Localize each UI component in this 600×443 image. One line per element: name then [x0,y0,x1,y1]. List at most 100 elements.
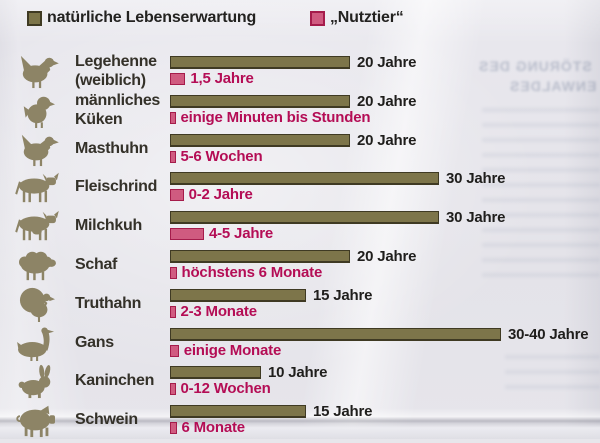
animal-icon-cell [14,363,60,399]
nutztier-lifespan-value: 0-2 Jahre [188,186,253,203]
nutztier-lifespan-value: 2-3 Monate [180,303,258,320]
animal-label-line: Legehenne [75,53,157,70]
animal-label-line: Schaf [75,256,118,273]
pig-icon [16,405,55,438]
natural-lifespan-value: 30-40 Jahre [508,325,589,343]
nutztier-bar-line: 5-6 Wochen [170,148,600,165]
animal-label-line: Küken [75,111,123,128]
chart-row: Schwein 15 Jahre 6 Monate [0,401,600,439]
nutztier-lifespan-bar [170,421,177,434]
legend-natural: natürliche Lebenserwartung [27,9,256,27]
nutztier-lifespan-bar [170,266,177,279]
nutztier-lifespan-value: höchstens 6 Monate [181,264,323,281]
natural-lifespan-value: 30 Jahre [446,208,506,226]
natural-lifespan-value: 10 Jahre [268,363,328,381]
nutztier-lifespan-bar [170,188,184,201]
chart-row: Gans 30-40 Jahre einige Monate [0,324,600,362]
natural-bar-line: 15 Jahre [170,402,600,420]
natural-lifespan-value: 15 Jahre [313,402,373,420]
legend-nutztier: „Nutztier“ [310,9,404,27]
animal-icon-cell [14,53,60,89]
chart-row: Kaninchen 10 Jahre 0-12 Wochen [0,362,600,400]
animal-icon-cell [14,325,60,361]
nutztier-lifespan-value: einige Monate [183,342,282,359]
nutztier-lifespan-value: 5-6 Wochen [180,148,263,165]
chart-row: Milchkuh 30 Jahre 4-5 Jahre [0,207,600,245]
nutztier-legend-swatch [310,10,325,26]
animal-label: Kaninchen [75,371,171,390]
animal-label: Milchkuh [75,216,171,235]
natural-lifespan-value: 30 Jahre [446,169,506,187]
animal-label-line: Truthahn [75,295,142,312]
natural-bar-line: 20 Jahre [170,131,600,149]
animal-label: Masthuhn [75,139,171,158]
animal-icon-cell [14,402,60,438]
nutztier-bar-line: 6 Monate [170,419,600,436]
bar-group: 30-40 Jahre einige Monate [170,325,600,359]
dairy-cow-icon [15,210,59,241]
nutztier-lifespan-bar [170,111,176,124]
natural-bar-line: 30-40 Jahre [170,325,600,343]
natural-lifespan-value: 20 Jahre [357,131,417,149]
nutztier-lifespan-value: 1,5 Jahre [190,70,254,87]
nutztier-bar-line: 0-12 Wochen [170,380,600,397]
animal-label-line: Milchkuh [75,217,142,234]
animal-icon-cell [14,208,60,244]
turkey-icon [19,287,55,322]
chart-row: Schaf 20 Jahre höchstens 6 Monate [0,246,600,284]
animal-label-line: (weiblich) [75,72,146,89]
animal-label: Fleischrind [75,177,171,196]
animal-icon-cell [14,169,60,205]
nutztier-bar-line: einige Minuten bis Stunden [170,109,600,126]
nutztier-lifespan-value: einige Minuten bis Stunden [180,109,371,126]
natural-lifespan-value: 20 Jahre [357,92,417,110]
nutztier-lifespan-bar [170,72,186,85]
nutztier-lifespan-bar [170,382,176,395]
bar-group: 20 Jahre höchstens 6 Monate [170,248,600,281]
bar-group: 10 Jahre 0-12 Wochen [170,363,600,397]
natural-lifespan-bar [170,365,261,379]
nutztier-lifespan-value: 0-12 Wochen [180,380,271,397]
animal-label: Truthahn [75,294,171,313]
chicken-icon [21,134,59,167]
chick-icon [23,96,55,128]
animal-icon-cell [14,131,60,167]
bar-group: 20 Jahre einige Minuten bis Stunden [170,92,600,126]
bar-group: 30 Jahre 0-2 Jahre [170,169,600,203]
natural-bar-line: 30 Jahre [170,169,600,187]
animal-label: Schwein [75,410,171,429]
sheep-icon [19,251,56,281]
animal-label: Gans [75,333,171,352]
chart-row: Truthahn 15 Jahre 2-3 Monate [0,285,600,323]
natural-lifespan-bar [170,327,501,341]
animal-label: männliches Küken [75,91,171,129]
animal-label-line: Schwein [75,411,138,428]
goose-icon [17,327,55,361]
natural-bar-line: 20 Jahre [170,92,600,110]
natural-lifespan-bar [170,210,439,224]
animal-label-line: Masthuhn [75,140,149,157]
natural-bar-line: 30 Jahre [170,208,600,226]
bar-group: 15 Jahre 6 Monate [170,402,600,436]
natural-lifespan-value: 20 Jahre [357,53,417,71]
animal-icon-cell [14,247,60,283]
natural-lifespan-bar [170,133,350,147]
animal-label-line: männliches [75,92,161,109]
nutztier-bar-line: 4-5 Jahre [170,225,600,242]
bar-group: 20 Jahre 1,5 Jahre [170,53,600,87]
chart-row: Fleischrind 30 Jahre 0-2 Jahre [0,168,600,206]
nutztier-lifespan-bar [170,150,176,163]
nutztier-bar-line: 0-2 Jahre [170,186,600,203]
nutztier-bar-line: einige Monate [170,342,600,359]
natural-lifespan-bar [170,288,306,302]
animal-label: Legehenne (weiblich) [75,52,171,90]
cow-icon [15,172,59,203]
natural-lifespan-bar [170,94,350,108]
nutztier-legend-label: „Nutztier“ [330,9,404,26]
nutztier-lifespan-value: 4-5 Jahre [209,225,274,242]
nutztier-bar-line: höchstens 6 Monate [170,264,600,281]
natural-bar-line: 15 Jahre [170,287,600,304]
nutztier-lifespan-bar [170,305,176,318]
nutztier-lifespan-bar [170,344,179,357]
